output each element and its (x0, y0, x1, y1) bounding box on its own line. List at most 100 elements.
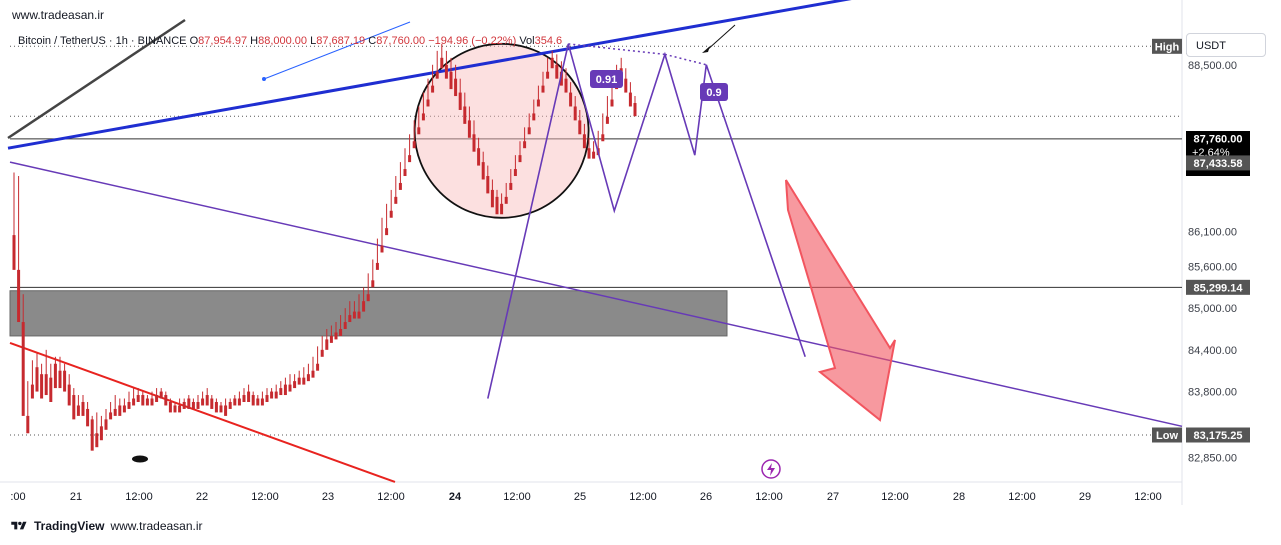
high-label: H (250, 35, 259, 47)
projection-arrow (785, 179, 896, 422)
candle-body (145, 398, 149, 406)
footer-site: www.tradeasan.ir (110, 519, 203, 533)
candle-body (316, 363, 320, 371)
candle-body (256, 398, 260, 406)
lightning-bolt (767, 463, 775, 476)
candle-body (573, 106, 577, 121)
tradingview-logo-icon (11, 521, 27, 530)
candle-body (472, 134, 476, 152)
candle-body (477, 148, 481, 166)
candle-body (467, 120, 471, 138)
open-label: O (189, 35, 199, 47)
ratio-badge (700, 83, 728, 101)
time-tick: 28 (953, 491, 965, 503)
candle-body (633, 103, 637, 117)
close-label: C (368, 35, 377, 47)
pattern-dotted-bd (664, 53, 707, 66)
candle-body (366, 294, 370, 302)
candle-body (205, 395, 209, 406)
candle-body (536, 99, 540, 107)
candle-body (53, 363, 57, 389)
candle-body (104, 419, 108, 430)
candle-body (329, 335, 333, 343)
currency-button[interactable]: USDT (1186, 33, 1266, 57)
price-tick: 83,800.00 (1188, 387, 1237, 399)
candle-body (113, 408, 117, 416)
candle-body (122, 405, 126, 413)
tradingview-brand[interactable]: TradingView (34, 519, 105, 533)
time-tick: 21 (70, 491, 82, 503)
candle-body (127, 401, 131, 409)
price-label-value: 83,175.25 (1194, 430, 1243, 442)
candle-body (421, 113, 425, 121)
candle-body (155, 395, 159, 402)
high-value: 88,000.00 (258, 35, 308, 47)
price-tick: 85,600.00 (1188, 261, 1237, 273)
candle-body (463, 106, 467, 124)
ratio-badge (590, 70, 623, 88)
candle-body (532, 113, 536, 121)
candle-body (141, 395, 145, 406)
time-tick: 23 (322, 491, 334, 503)
candle-body (357, 311, 361, 319)
price-tick: 85,000.00 (1188, 303, 1237, 315)
black-trend-line (7, 18, 186, 140)
candle-body (260, 398, 264, 406)
candle-body (132, 398, 136, 406)
candle-body (270, 391, 274, 399)
candle-body (426, 99, 430, 107)
time-tick: 12:00 (251, 491, 279, 503)
time-tick: 25 (574, 491, 586, 503)
candles-group (12, 43, 637, 451)
candle-body (454, 78, 458, 97)
candle-body (44, 374, 48, 396)
candle-body (343, 322, 347, 329)
site-watermark: www.tradeasan.ir (12, 8, 105, 22)
candle-body (444, 64, 448, 79)
symbol-name[interactable]: Bitcoin / TetherUS · 1h · BINANCE (18, 35, 187, 47)
candle-body (449, 71, 453, 90)
candle-body (237, 398, 241, 406)
candle-body (541, 85, 545, 93)
candle-body (164, 395, 168, 406)
time-tick: 12:00 (755, 491, 783, 503)
candle-body (320, 349, 324, 357)
candle-body (569, 92, 573, 107)
arrow-head (702, 46, 710, 53)
candle-body (224, 405, 228, 416)
time-tick: 12:00 (377, 491, 405, 503)
candle-body (334, 332, 338, 340)
candle-body (72, 395, 76, 420)
candle-body (76, 405, 80, 416)
time-tick: 29 (1079, 491, 1091, 503)
candle-body (214, 401, 218, 413)
candle-body (624, 78, 628, 93)
volume-value: 354.6 (534, 35, 563, 47)
candle-body (210, 398, 214, 409)
price-tick: 84,400.00 (1188, 345, 1237, 357)
candle-body (325, 339, 329, 350)
price-tick: 86,100.00 (1188, 227, 1237, 239)
price-tag-label: Low (1156, 430, 1178, 442)
candle-body (297, 377, 301, 385)
candle-body (513, 169, 517, 177)
candle-body (362, 301, 366, 312)
upper-trend-line (7, 0, 852, 150)
open-value: 87,954.97 (198, 35, 248, 47)
ray-anchor (262, 77, 266, 81)
price-tick: 82,850.00 (1188, 453, 1237, 465)
support-line (9, 341, 396, 483)
candle-body (49, 377, 53, 402)
candle-body (518, 155, 522, 163)
candle-body (578, 120, 582, 135)
candle-body (279, 388, 283, 396)
time-tick: 26 (700, 491, 712, 503)
candle-body (17, 269, 21, 323)
time-tick: 12:00 (125, 491, 153, 503)
time-tick: 22 (196, 491, 208, 503)
candle-body (587, 148, 591, 159)
candle-body (389, 210, 393, 218)
candle-body (86, 408, 90, 427)
candle-body (109, 412, 113, 420)
